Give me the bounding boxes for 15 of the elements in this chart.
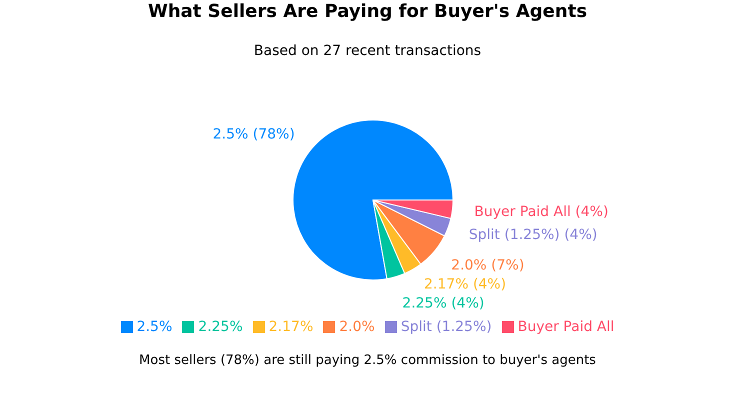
chart-title: What Sellers Are Paying for Buyer's Agents xyxy=(146,0,588,24)
legend-label: 2.25% xyxy=(197,319,243,335)
legend-label: 2.17% xyxy=(268,319,314,335)
data-label: 2.17% (4%) xyxy=(424,276,506,292)
legend-label: Buyer Paid All xyxy=(516,319,614,335)
data-label: Buyer Paid All (4%) xyxy=(474,204,608,220)
data-label: Split (1.25%) (4%) xyxy=(468,226,598,243)
text: Most sellers (78%) are still paying 2.5% commission to buyer's agents xyxy=(138,353,597,368)
legend-label: 2.5% xyxy=(136,319,172,335)
data-label: 2.5% (78%) xyxy=(212,126,295,142)
legend-label: Split (1.25%) xyxy=(400,319,492,335)
chart-subtitle: Based on 27 recent transactions xyxy=(252,43,482,59)
data-label: 2.25% (4%) xyxy=(402,296,484,312)
data-label: 2.0% (7%) xyxy=(451,258,524,274)
legend-label: 2.0% xyxy=(338,319,375,335)
